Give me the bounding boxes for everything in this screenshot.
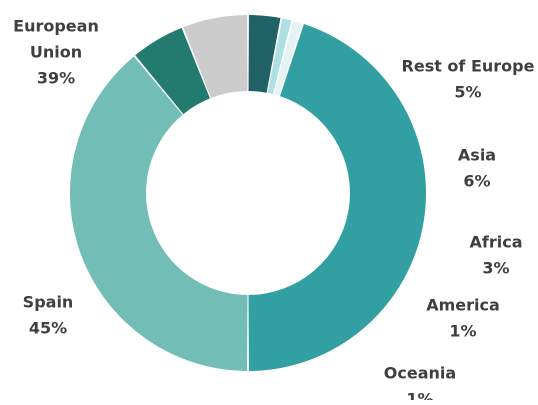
slice-name-label: Rest of Europe — [402, 57, 535, 76]
slice-value-label: 39% — [37, 69, 75, 88]
slice-value-label: 6% — [463, 172, 490, 191]
slice-name-label: European — [13, 17, 99, 36]
slice-rest-of-europe — [135, 27, 210, 115]
slices-group — [70, 15, 426, 371]
slice-asia — [183, 15, 248, 98]
slice-name-label: Spain — [23, 293, 74, 312]
slice-africa — [248, 15, 281, 93]
slice-european-union — [70, 56, 248, 371]
label-rest-of-europe: Rest of Europe 5% — [402, 57, 535, 102]
slice-name-label: Oceania — [384, 364, 456, 383]
label-european-union: European Union 39% — [13, 17, 99, 88]
slice-name-label: Africa — [470, 233, 523, 252]
label-america: America 1% — [426, 296, 500, 341]
slice-name-label: Union — [30, 43, 82, 62]
slice-value-label: 45% — [29, 319, 67, 338]
slice-name-label: America — [426, 296, 500, 315]
label-oceania: Oceania 1% — [384, 364, 456, 405]
slice-value-label: 1% — [406, 390, 433, 401]
label-asia: Asia 6% — [458, 146, 496, 191]
label-spain: Spain 45% — [23, 293, 74, 338]
labels-group: European Union 39% Rest of Europe 5% Asia 6% Af… — [13, 17, 535, 405]
label-africa: Africa 3% — [470, 233, 523, 278]
slice-value-label: 3% — [482, 259, 509, 278]
slice-america — [267, 18, 292, 95]
slice-value-label: 5% — [454, 83, 481, 102]
slice-value-label: 1% — [449, 322, 476, 341]
slice-name-label: Asia — [458, 146, 496, 165]
slice-oceania — [273, 20, 303, 96]
slice-spain — [248, 24, 426, 371]
